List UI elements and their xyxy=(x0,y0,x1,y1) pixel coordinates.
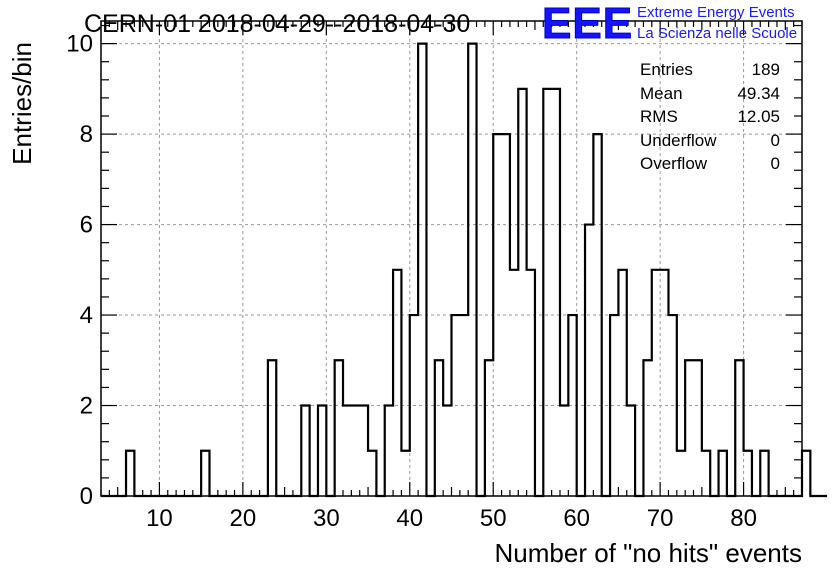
histogram-bin xyxy=(560,406,568,496)
histogram-bin xyxy=(518,89,526,496)
x-tick-label: 10 xyxy=(146,505,173,532)
stats-value: 49.34 xyxy=(737,83,780,103)
histogram-bin xyxy=(527,270,535,496)
x-tick-label: 20 xyxy=(230,505,257,532)
histogram-bin xyxy=(744,451,752,496)
histogram-bin xyxy=(618,270,626,496)
histogram-bin xyxy=(351,406,359,496)
logo-line-2: La Scienza nelle Scuole xyxy=(637,25,798,42)
histogram-bin xyxy=(760,451,768,496)
x-tick-label: 50 xyxy=(480,505,507,532)
histogram-bin xyxy=(368,451,376,496)
stats-value: 0 xyxy=(770,130,780,150)
stats-value: 12.05 xyxy=(737,107,780,126)
histogram-bin xyxy=(201,451,209,496)
eee-logo: EEE xyxy=(541,0,634,48)
histogram-bin xyxy=(643,360,651,496)
x-tick-label: 80 xyxy=(730,505,757,532)
histogram-bin xyxy=(126,451,134,496)
stats-label: Mean xyxy=(640,83,683,103)
histogram-bin xyxy=(677,451,685,496)
tick-labels: 10 20 30 40 50 60 70 80 0 2 4 6 8 10 xyxy=(66,31,757,532)
axis-ticks xyxy=(100,21,803,497)
stats-label: RMS xyxy=(640,107,678,126)
stats-row-rms: RMS 12.05 xyxy=(640,107,780,131)
histogram-bin xyxy=(385,406,393,496)
histogram-bin xyxy=(301,406,309,496)
histogram-bin xyxy=(443,406,451,496)
histogram-bin xyxy=(485,360,493,496)
histogram-bin xyxy=(468,44,476,496)
histogram-bin xyxy=(702,451,710,496)
histogram-bin xyxy=(343,406,351,496)
logo-line-1: Extreme Energy Events xyxy=(637,4,795,21)
stats-value: 0 xyxy=(770,154,780,173)
stats-label: Underflow xyxy=(640,130,717,150)
histogram-bin xyxy=(802,451,810,496)
stats-value: 189 xyxy=(751,60,780,79)
histogram-bin xyxy=(360,406,368,496)
histogram-steps xyxy=(101,42,828,498)
stats-box: Entries 189 Mean 49.34 RMS 12.05 Underfl… xyxy=(640,60,780,178)
y-tick-label: 4 xyxy=(80,302,93,329)
histogram-bin xyxy=(694,360,702,496)
x-tick-label: 70 xyxy=(647,505,674,532)
histogram-bin xyxy=(660,270,668,496)
histogram-bin xyxy=(627,406,635,496)
histogram-bin xyxy=(318,406,326,496)
histogram-bin xyxy=(510,270,518,496)
histogram-bin xyxy=(435,360,443,496)
histogram-bin xyxy=(393,270,401,496)
chart-title: CERN-01 2018-04-29--2018-04-30 xyxy=(84,10,471,38)
y-tick-label: 2 xyxy=(80,393,93,420)
y-tick-label: 6 xyxy=(80,212,93,239)
stats-row-mean: Mean 49.34 xyxy=(640,84,780,108)
histogram-bin xyxy=(552,89,560,496)
histogram-bin xyxy=(401,451,409,496)
histogram-bin xyxy=(735,360,743,496)
histogram-outline xyxy=(101,42,828,498)
stats-row-overflow: Overflow 0 xyxy=(640,154,780,178)
stats-row-entries: Entries 189 xyxy=(640,60,780,84)
x-axis-label: Number of "no hits" events xyxy=(495,538,803,568)
histogram-bin xyxy=(585,225,593,496)
histogram-bin xyxy=(685,360,693,496)
stats-label: Entries xyxy=(640,60,693,79)
histogram-bin xyxy=(719,451,727,496)
histogram-bin xyxy=(418,44,426,496)
histogram-bin xyxy=(335,360,343,496)
stats-row-underflow: Underflow 0 xyxy=(640,131,780,155)
x-tick-label: 40 xyxy=(396,505,423,532)
y-tick-label: 0 xyxy=(80,483,93,510)
histogram-bin xyxy=(543,89,551,496)
x-tick-label: 60 xyxy=(563,505,590,532)
histogram-bin xyxy=(652,270,660,496)
x-tick-label: 30 xyxy=(313,505,340,532)
histogram-bin xyxy=(268,360,276,496)
y-tick-label: 8 xyxy=(80,121,93,148)
stats-label: Overflow xyxy=(640,154,708,173)
y-axis-label: Entries/bin xyxy=(7,42,37,165)
y-tick-label: 10 xyxy=(66,31,93,58)
